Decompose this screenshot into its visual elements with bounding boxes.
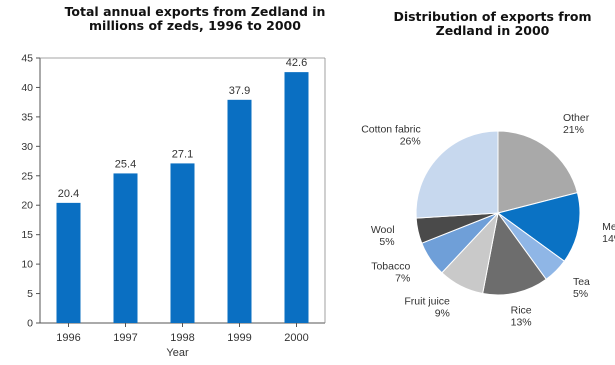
bar-data-label: 20.4 [58, 188, 79, 200]
pie-slice-percent: 5% [573, 288, 588, 300]
pie-title-line-2: Zedland in 2000 [435, 23, 550, 38]
pie-slice [497, 130, 579, 214]
y-tick-label: 5 [27, 288, 33, 300]
y-tick-label: 40 [21, 82, 33, 94]
x-tick-label: 2000 [284, 332, 308, 344]
pie-slice-label: Tea [573, 276, 590, 288]
bar-chart-title: Total annual exports from Zedland in mil… [45, 5, 345, 33]
y-tick-label: 0 [27, 318, 33, 330]
bar [170, 163, 195, 323]
y-tick-label: 45 [21, 53, 33, 65]
pie-title-line-1: Distribution of exports from [393, 9, 592, 24]
bar [227, 99, 252, 323]
pie-slice-label: Rice [511, 304, 532, 316]
x-tick-label: 1997 [113, 332, 137, 344]
pie-slice-label: Tobacco [371, 261, 410, 273]
bar [113, 173, 138, 323]
bar-title-line-2: millions of zeds, 1996 to 2000 [89, 18, 301, 33]
pie-slice [482, 211, 547, 296]
y-tick-label: 15 [21, 229, 33, 241]
pie-slice-label: Wool [371, 224, 395, 236]
bar [56, 202, 81, 323]
bar-title-line-1: Total annual exports from Zedland in [64, 4, 326, 19]
x-tick-label: 1998 [170, 332, 194, 344]
pie-chart-title: Distribution of exports from Zedland in … [375, 10, 610, 38]
pie-slice-label: Other [563, 112, 590, 124]
bar-data-label: 27.1 [172, 148, 193, 160]
pie-slice-label: Cotton fabric [361, 123, 421, 135]
pie-slice-percent: 9% [435, 307, 450, 319]
pie-slice-percent: 13% [511, 316, 532, 328]
pie-slice-percent: 21% [563, 124, 584, 136]
bar-data-label: 42.6 [286, 57, 307, 69]
pie-slice-percent: 26% [400, 135, 421, 147]
bar-data-label: 25.4 [115, 158, 136, 170]
bar-data-label: 37.9 [229, 85, 250, 97]
pie-slice-percent: 14% [602, 233, 615, 245]
pie-slice-label: Meat [602, 221, 615, 233]
x-axis-label: Year [166, 347, 189, 359]
pie-slice [496, 191, 581, 262]
y-tick-label: 35 [21, 111, 33, 123]
y-tick-label: 25 [21, 170, 33, 182]
pie-slice-percent: 5% [379, 236, 394, 248]
pie-slice-percent: 7% [395, 273, 410, 285]
y-tick-label: 10 [21, 259, 33, 271]
pie-slice [415, 130, 499, 219]
y-tick-label: 30 [21, 141, 33, 153]
x-tick-label: 1996 [56, 332, 80, 344]
pie-slice-label: Fruit juice [404, 295, 450, 307]
y-tick-label: 20 [21, 200, 33, 212]
x-tick-label: 1999 [227, 332, 251, 344]
bar [284, 72, 309, 323]
